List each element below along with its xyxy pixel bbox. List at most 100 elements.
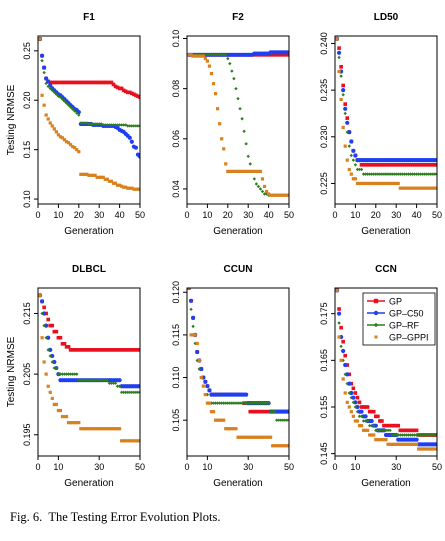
data-point <box>372 423 376 428</box>
data-point <box>99 80 104 85</box>
data-point <box>99 348 104 352</box>
data-point <box>42 65 47 70</box>
data-point <box>56 372 61 376</box>
data-point <box>277 53 281 57</box>
data-point <box>56 133 60 137</box>
data-point <box>89 173 93 177</box>
data-point <box>134 348 138 352</box>
legend-label: GP <box>389 297 402 307</box>
data-point <box>363 163 368 167</box>
data-point <box>113 427 118 431</box>
data-point <box>357 167 362 172</box>
data-point <box>414 172 419 176</box>
data-point <box>410 186 415 190</box>
data-point <box>404 186 408 190</box>
data-point <box>40 336 44 340</box>
data-point <box>285 53 289 57</box>
x-tick-label: 40 <box>264 210 274 220</box>
data-point <box>414 428 419 433</box>
data-point <box>70 80 75 85</box>
data-point <box>81 80 85 85</box>
data-point <box>44 113 48 117</box>
data-point <box>271 444 275 448</box>
data-point <box>246 154 250 159</box>
data-point <box>392 423 396 428</box>
data-point <box>419 186 423 190</box>
data-point <box>44 81 48 86</box>
data-point <box>287 444 289 448</box>
data-point <box>222 418 226 422</box>
data-point <box>390 433 394 437</box>
data-point <box>50 124 54 128</box>
data-point <box>275 193 279 197</box>
data-point <box>281 53 285 57</box>
data-point <box>224 401 228 405</box>
data-point <box>341 93 345 97</box>
data-point <box>93 122 97 126</box>
data-point <box>264 435 269 439</box>
data-point <box>48 347 53 352</box>
x-axis-label: Generation <box>213 478 262 489</box>
data-point <box>111 82 116 87</box>
data-point <box>103 427 107 431</box>
data-point <box>123 348 128 352</box>
data-point <box>54 130 58 134</box>
data-point <box>50 396 54 400</box>
data-point <box>347 405 351 409</box>
data-point <box>394 433 398 437</box>
data-point <box>404 433 409 437</box>
data-point <box>60 372 65 376</box>
data-point <box>359 181 364 186</box>
data-point <box>64 140 69 144</box>
data-point <box>81 172 85 176</box>
panel-f1: F1 0 10 20 30 40 50 0.10 0.15 0.20 0.25 Generation T… <box>6 12 145 237</box>
data-point <box>238 107 242 111</box>
figure-caption: Fig. 6. The Testing Error Evolution Plots… <box>10 510 435 525</box>
data-point <box>103 80 108 85</box>
data-point <box>406 433 411 437</box>
data-point <box>412 433 417 437</box>
data-point <box>345 400 349 404</box>
data-point <box>115 384 120 388</box>
data-point <box>421 172 425 176</box>
data-point <box>136 348 140 352</box>
data-point <box>382 163 386 167</box>
data-point <box>364 428 368 432</box>
x-tick-label: 10 <box>350 462 360 472</box>
data-point <box>203 56 207 61</box>
data-point <box>370 181 374 186</box>
data-point <box>434 442 437 447</box>
data-point <box>384 423 388 428</box>
data-point <box>369 163 374 167</box>
data-point <box>410 433 415 437</box>
data-point <box>230 69 234 73</box>
panel-title-ld50: LD50 <box>374 12 399 23</box>
data-point <box>217 401 222 405</box>
data-point <box>66 345 71 349</box>
data-point <box>136 124 140 128</box>
data-point <box>429 172 433 176</box>
series-gp-rf-f2 <box>187 53 289 197</box>
data-point <box>75 421 79 425</box>
data-point <box>99 427 103 431</box>
x-axis-label: Generation <box>361 478 410 489</box>
data-point <box>120 184 124 188</box>
data-point <box>54 92 59 97</box>
data-point <box>421 447 425 451</box>
data-point <box>91 80 95 85</box>
data-point <box>366 428 370 432</box>
data-point <box>95 175 99 179</box>
data-point <box>371 163 376 167</box>
data-point <box>341 83 345 88</box>
data-point <box>70 107 75 111</box>
data-point <box>238 169 242 174</box>
data-point <box>109 427 114 431</box>
data-point <box>42 70 46 75</box>
data-point <box>258 187 263 191</box>
data-point <box>277 193 281 197</box>
data-point <box>125 348 130 352</box>
data-point <box>359 409 364 414</box>
data-point <box>285 418 289 422</box>
data-point <box>93 427 97 431</box>
data-point <box>105 378 110 382</box>
